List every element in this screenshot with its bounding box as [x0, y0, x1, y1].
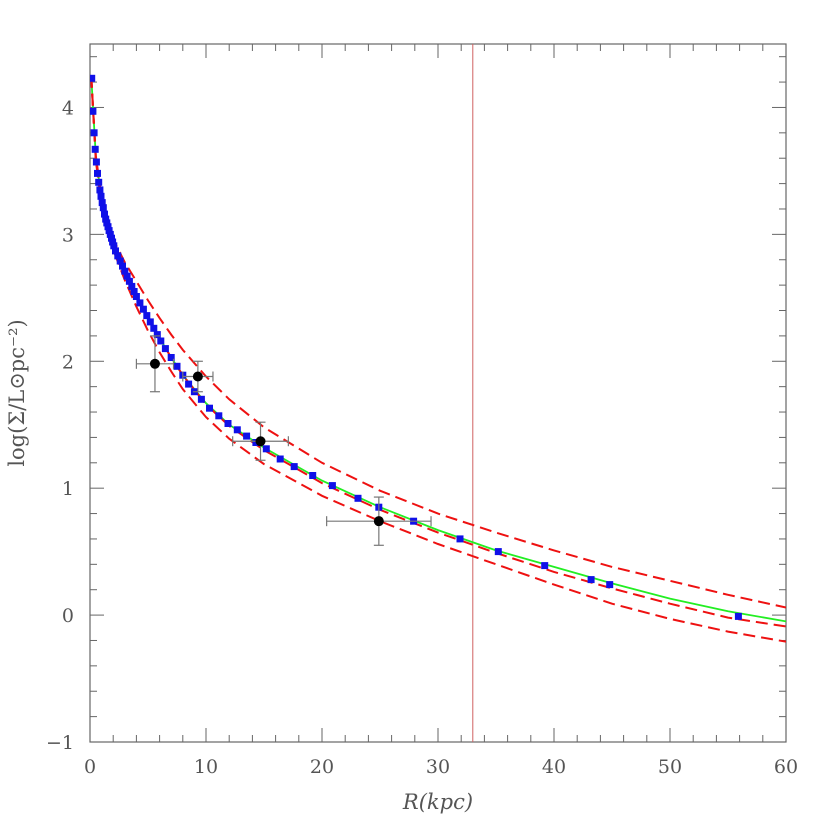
x-tick-label: 40 [542, 756, 566, 778]
data-point-square [98, 199, 106, 207]
y-tick-label: −1 [46, 732, 74, 754]
data-point-square [150, 324, 158, 332]
data-point-square [104, 223, 112, 231]
data-point-square [206, 404, 213, 412]
data-point-square [243, 432, 251, 440]
data-point-square [102, 215, 110, 223]
tick-labels: 0 10 20 30 40 50 60 −1 0 1 2 3 4 [46, 97, 798, 778]
data-point-square [90, 74, 96, 82]
data-point-square [91, 145, 99, 153]
data-point-square [94, 169, 101, 177]
x-tick-label: 0 [84, 756, 96, 778]
data-point-square [185, 380, 193, 388]
data-point-circle [373, 516, 384, 527]
data-point-square [116, 257, 124, 265]
data-point-square [276, 455, 284, 463]
data-point-square [290, 463, 298, 471]
data-point-square [161, 345, 169, 353]
data-point-square [143, 312, 151, 320]
x-tick-label: 10 [194, 756, 218, 778]
data-point-square [132, 293, 140, 300]
data-point-square [99, 204, 107, 212]
tick-marks [89, 44, 787, 743]
data-point-square [110, 242, 118, 250]
data-point-square [173, 362, 181, 370]
data-point-square [96, 186, 104, 194]
x-tick-label: 50 [658, 756, 682, 778]
data-point-square [354, 494, 362, 502]
data-point-square [103, 219, 111, 227]
data-point-square [262, 445, 270, 453]
data-point-square [92, 158, 100, 166]
data-point-square [109, 238, 117, 246]
data-point-square [153, 331, 161, 339]
data-point-square [146, 318, 154, 326]
data-point-square [157, 337, 165, 345]
data-point-square [119, 262, 126, 270]
x-tick-label: 60 [774, 756, 798, 778]
y-tick-label: 0 [62, 605, 74, 627]
data-point-square [130, 288, 138, 295]
data-point-circle [149, 358, 160, 369]
x-tick-label: 20 [310, 756, 334, 778]
data-point-square [106, 230, 114, 238]
data-point-square [112, 247, 119, 255]
data-point-square [224, 420, 232, 427]
data-point-square [136, 299, 144, 307]
plot-area [90, 44, 786, 742]
data-point-square [101, 210, 108, 218]
data-point-square [309, 472, 317, 479]
data-point-square [97, 192, 105, 200]
data-point-square [108, 234, 115, 242]
y-tick-label: 1 [62, 478, 74, 500]
y-tick-label: 2 [62, 351, 74, 373]
data-point-square [233, 426, 241, 434]
data-point-square [734, 612, 742, 620]
data-point-circle [192, 371, 203, 382]
x-tick-label: 30 [426, 756, 450, 778]
data-point-square [114, 252, 122, 260]
data-point-square [456, 535, 464, 543]
data-point-square [494, 548, 502, 556]
fit-line [90, 75, 786, 623]
data-point-square [128, 282, 136, 290]
data-point-circle [255, 436, 266, 447]
y-axis-title: log(Σ/L⊙pc⁻²) [5, 319, 29, 466]
data-point-square [90, 129, 98, 137]
data-point-square [121, 267, 129, 275]
data-point-square [123, 272, 131, 280]
x-axis-title: R(kpc) [402, 790, 473, 814]
data-point-square [587, 576, 595, 584]
data-point-square [197, 395, 205, 403]
data-point-square [90, 107, 97, 115]
data-point-square [541, 562, 549, 570]
model-curve-dashed [90, 75, 786, 643]
data-point-square [125, 277, 133, 285]
data-point-square [215, 412, 223, 420]
y-tick-label: 4 [62, 97, 74, 119]
data-point-square [328, 482, 336, 490]
data-point-square [606, 581, 614, 589]
y-tick-label: 3 [62, 224, 74, 246]
data-point-square [105, 227, 113, 235]
data-point-square [95, 178, 103, 186]
data-point-square [167, 354, 175, 361]
model-curve-dashed [90, 75, 786, 609]
data-point-square [139, 305, 147, 313]
